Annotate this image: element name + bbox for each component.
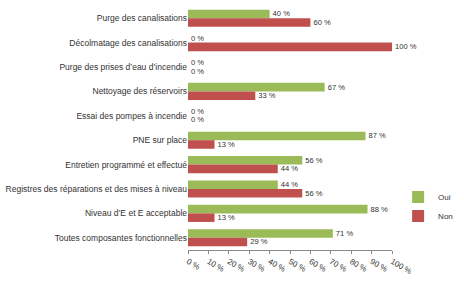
- svg-text:Nettoyage des réservoirs: Nettoyage des réservoirs: [93, 86, 188, 96]
- svg-text:Registres des réparations et d: Registres des réparations et des mises à…: [6, 184, 188, 194]
- svg-text:60 %: 60 %: [313, 18, 331, 27]
- svg-text:56 %: 56 %: [305, 189, 323, 198]
- svg-text:30 %: 30 %: [246, 257, 266, 274]
- svg-text:40 %: 40 %: [273, 9, 291, 18]
- svg-text:0 %: 0 %: [191, 34, 204, 43]
- svg-text:Décolmatage des canalisations: Décolmatage des canalisations: [69, 38, 187, 48]
- svg-text:50 %: 50 %: [287, 257, 307, 274]
- svg-text:60 %: 60 %: [307, 257, 327, 274]
- svg-text:90 %: 90 %: [369, 257, 389, 274]
- svg-text:Purge des prises d’eau d’incen: Purge des prises d’eau d’incendie: [59, 62, 187, 72]
- svg-text:PNE sur place: PNE sur place: [133, 135, 188, 145]
- svg-text:0 %: 0 %: [191, 67, 204, 76]
- svg-text:Essai des pompes à incendie: Essai des pompes à incendie: [76, 111, 187, 121]
- svg-text:10 %: 10 %: [205, 257, 225, 274]
- svg-text:Niveau d’E et E acceptable: Niveau d’E et E acceptable: [85, 208, 187, 218]
- svg-text:29 %: 29 %: [250, 237, 268, 246]
- svg-text:70 %: 70 %: [328, 257, 348, 274]
- svg-text:Entretien programmé et effectu: Entretien programmé et effectué: [65, 160, 187, 170]
- svg-text:80 %: 80 %: [348, 257, 368, 274]
- svg-text:71 %: 71 %: [336, 229, 354, 238]
- svg-text:13 %: 13 %: [218, 140, 236, 149]
- svg-text:Toutes composantes fonctionnel: Toutes composantes fonctionnelles: [55, 233, 187, 243]
- svg-text:20 %: 20 %: [226, 257, 246, 274]
- svg-text:0 %: 0 %: [191, 107, 204, 116]
- svg-text:0 %: 0 %: [191, 58, 204, 67]
- svg-text:56 %: 56 %: [305, 156, 323, 165]
- svg-text:44 %: 44 %: [281, 180, 299, 189]
- svg-text:67 %: 67 %: [328, 83, 346, 92]
- svg-text:33 %: 33 %: [258, 91, 276, 100]
- svg-text:44 %: 44 %: [281, 164, 299, 173]
- svg-text:0 %: 0 %: [191, 115, 204, 124]
- svg-text:100 %: 100 %: [389, 257, 413, 276]
- svg-text:Purge des canalisations: Purge des canalisations: [97, 13, 187, 23]
- svg-text:88 %: 88 %: [371, 205, 389, 214]
- svg-text:Oui: Oui: [438, 193, 451, 202]
- svg-text:40 %: 40 %: [267, 257, 287, 274]
- svg-text:13 %: 13 %: [218, 213, 236, 222]
- svg-text:0 %: 0 %: [185, 257, 201, 272]
- svg-text:87 %: 87 %: [368, 131, 386, 140]
- svg-text:100 %: 100 %: [395, 42, 417, 51]
- svg-text:Non: Non: [438, 212, 453, 221]
